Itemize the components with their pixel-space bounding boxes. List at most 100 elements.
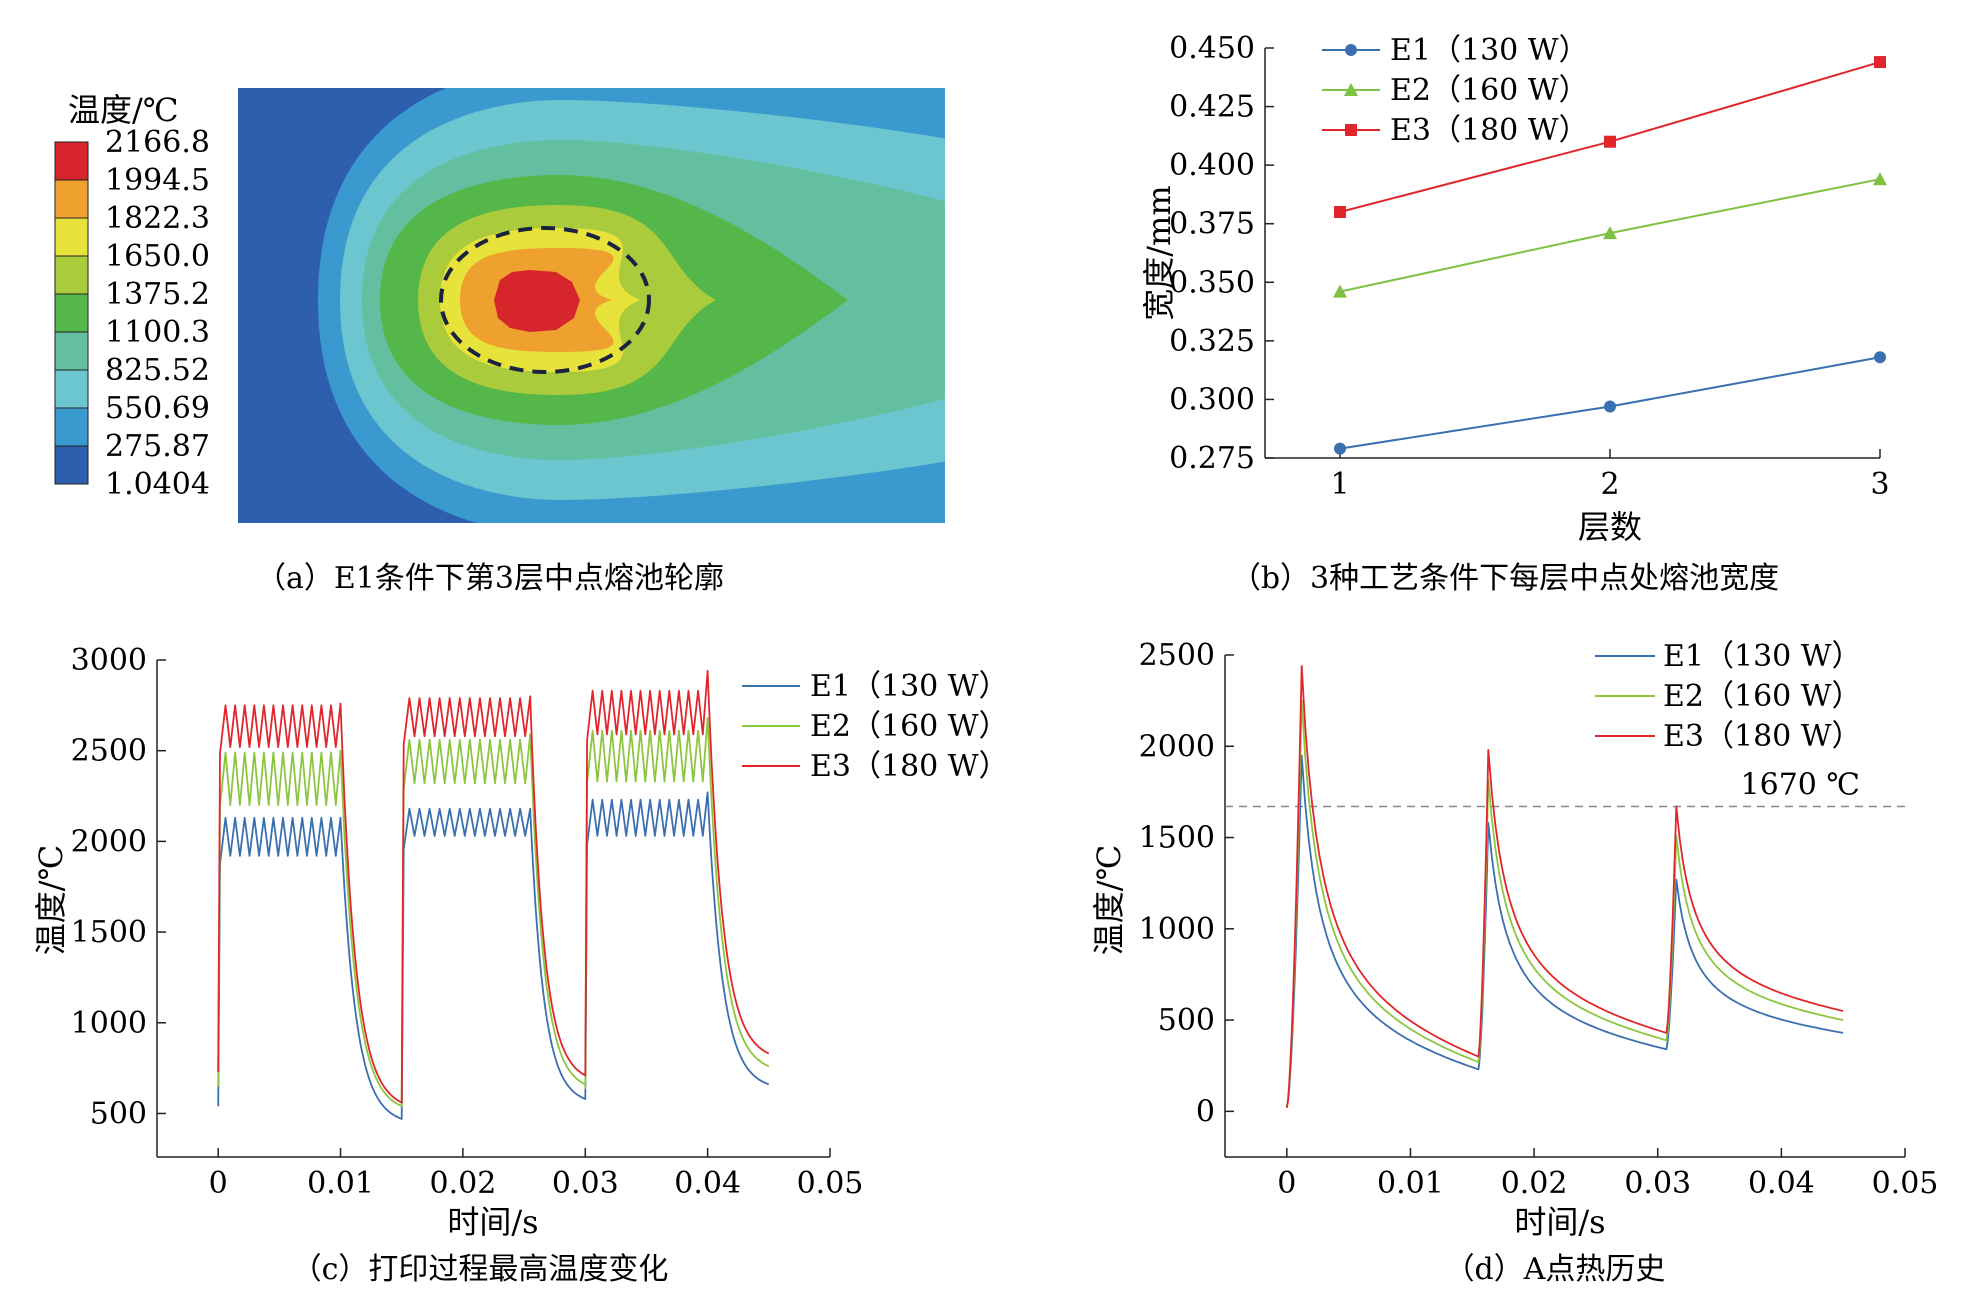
- colorbar-tick: 550.69: [105, 391, 210, 426]
- x-tick-label: 0.01: [1377, 1166, 1444, 1201]
- legend-label: E2（160 W）: [810, 709, 1009, 744]
- data-point: [1874, 56, 1886, 69]
- y-tick-label: 2000: [1139, 729, 1215, 764]
- chart-d-plot: 0 500 1000 1500 2000 2500 0 0.01 0.02 0.03 0.04 0.0…: [1139, 638, 1939, 1201]
- legend-label: E1（130 W）: [1390, 33, 1589, 68]
- reference-label: 1670 ℃: [1741, 768, 1860, 803]
- x-tick-label: 0.05: [797, 1166, 864, 1201]
- data-point: [1345, 44, 1357, 56]
- x-tick-label: 0.05: [1872, 1166, 1939, 1201]
- series-line: [217, 717, 770, 1108]
- y-tick-label: 0.400: [1169, 148, 1255, 183]
- chart-d-xlabel: 时间/s: [1514, 1203, 1605, 1241]
- chart-c-xlabel: 时间/s: [447, 1203, 538, 1241]
- x-tick-label: 0.04: [674, 1166, 741, 1201]
- colorbar-tick: 275.87: [105, 429, 210, 464]
- melt-pool-boundary: [439, 226, 651, 374]
- y-tick-label: 1000: [71, 1006, 147, 1041]
- colorbar-tick: 1100.3: [105, 315, 210, 350]
- legend-label: E2（160 W）: [1663, 679, 1862, 714]
- data-point: [1604, 400, 1616, 413]
- colorbar-title: 温度/℃: [68, 91, 179, 129]
- data-point: [1874, 351, 1886, 364]
- x-tick-label: 0.02: [430, 1166, 497, 1201]
- colorbar-swatch: [54, 217, 89, 257]
- panel-d: 0 500 1000 1500 2000 2500 0 0.01 0.02 0.03 0.04 0.0…: [1090, 638, 1938, 1287]
- chart-b-xlabel: 层数: [1578, 508, 1642, 546]
- x-tick-label: 0: [1277, 1166, 1296, 1201]
- legend-label: E1（130 W）: [810, 669, 1009, 704]
- x-tick-label: 2: [1600, 467, 1619, 502]
- y-tick-label: 2500: [71, 734, 147, 769]
- y-tick-label: 2500: [1139, 638, 1215, 673]
- y-tick-label: 1000: [1139, 912, 1215, 947]
- y-tick-label: 500: [90, 1096, 147, 1131]
- data-point: [1344, 83, 1358, 96]
- x-tick-label: 3: [1870, 467, 1889, 502]
- y-tick-label: 0.325: [1169, 324, 1255, 359]
- data-point: [1334, 442, 1346, 455]
- legend-label: E1（130 W）: [1663, 639, 1862, 674]
- x-tick-label: 0.02: [1501, 1166, 1568, 1201]
- data-point: [1334, 206, 1346, 218]
- data-point: [1345, 124, 1357, 136]
- chart-c-ylabel: 温度/℃: [32, 845, 70, 956]
- y-tick-label: 0.450: [1169, 31, 1255, 66]
- caption-b: （b）3种工艺条件下每层中点处熔池宽度: [1231, 561, 1779, 596]
- y-tick-label: 0.300: [1169, 382, 1255, 417]
- data-point: [1604, 135, 1616, 148]
- colorbar-tick: 1822.3: [105, 201, 210, 236]
- y-tick-label: 0.350: [1169, 265, 1255, 300]
- colorbar-swatch: [54, 255, 89, 295]
- series-line: [1285, 699, 1844, 1108]
- y-tick-label: 500: [1158, 1003, 1215, 1038]
- colorbar-swatch: [54, 407, 89, 447]
- x-tick-label: 0.03: [1624, 1166, 1691, 1201]
- y-tick-label: 1500: [1139, 821, 1215, 856]
- legend-label: E3（180 W）: [810, 749, 1009, 784]
- data-point: [1333, 284, 1347, 298]
- y-tick-label: 0.425: [1169, 90, 1255, 125]
- data-point: [1873, 172, 1887, 186]
- panel-b: 0.275 0.300 0.325 0.350 0.375 0.400 0.425 0.450…: [1140, 31, 1890, 596]
- legend-label: E3（180 W）: [1663, 719, 1862, 754]
- chart-b-ylabel: 宽度/mm: [1140, 185, 1178, 320]
- chart-b-plot: 0.275 0.300 0.325 0.350 0.375 0.400 0.425 0.450…: [1169, 31, 1889, 502]
- x-tick-label: 0.04: [1748, 1166, 1815, 1201]
- y-tick-label: 0.275: [1169, 441, 1255, 476]
- colorbar-tick: 1994.5: [105, 163, 210, 198]
- series-line: [1285, 754, 1844, 1108]
- colorbar-tick: 1650.0: [105, 239, 210, 274]
- colorbar: 2166.81994.51822.31650.01375.21100.3825.…: [54, 125, 210, 502]
- colorbar-swatch: [54, 331, 89, 371]
- y-tick-label: 0: [1196, 1094, 1215, 1129]
- x-tick-label: 0.03: [552, 1166, 619, 1201]
- colorbar-swatch: [54, 445, 89, 485]
- series-line: [1285, 665, 1844, 1108]
- colorbar-swatch: [54, 141, 89, 181]
- data-point: [1603, 226, 1617, 240]
- x-tick-label: 0.01: [307, 1166, 374, 1201]
- melt-core: [494, 270, 580, 332]
- series-line: [217, 791, 770, 1120]
- colorbar-swatch: [54, 293, 89, 333]
- colorbar-tick: 2166.8: [105, 125, 210, 160]
- panel-c: 500 1000 1500 2000 2500 3000 0 0.01 0.02 0.03 0.04…: [32, 643, 1009, 1287]
- y-tick-label: 0.375: [1169, 207, 1255, 242]
- y-tick-label: 3000: [71, 643, 147, 678]
- legend-label: E3（180 W）: [1390, 113, 1589, 148]
- chart-d-ylabel: 温度/℃: [1090, 845, 1128, 956]
- caption-d: （d）A点热历史: [1445, 1252, 1666, 1287]
- colorbar-swatch: [54, 179, 89, 219]
- caption-c: （c）打印过程最高温度变化: [292, 1252, 669, 1287]
- colorbar-tick: 1.0404: [105, 467, 210, 502]
- x-tick-label: 1: [1330, 467, 1349, 502]
- x-tick-label: 0: [209, 1166, 228, 1201]
- colorbar-tick: 1375.2: [105, 277, 210, 312]
- colorbar-tick: 825.52: [105, 353, 210, 388]
- series-line: [217, 670, 770, 1104]
- y-tick-label: 2000: [71, 824, 147, 859]
- caption-a: （a）E1条件下第3层中点熔池轮廓: [256, 561, 724, 596]
- y-tick-label: 1500: [71, 915, 147, 950]
